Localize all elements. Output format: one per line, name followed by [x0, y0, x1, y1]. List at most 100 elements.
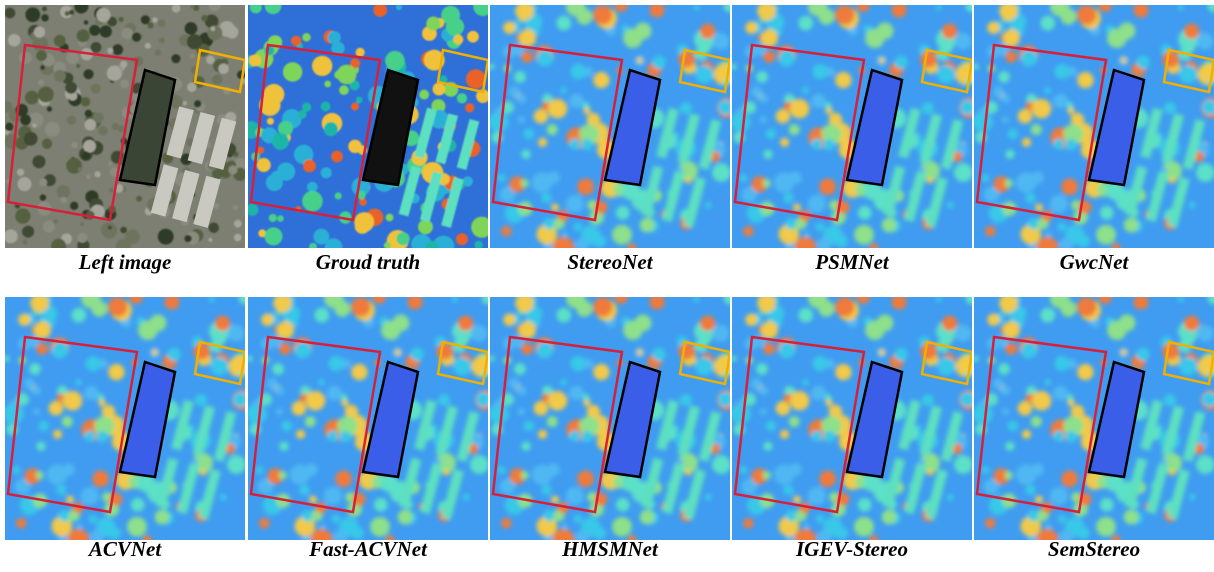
- blob: [1008, 421, 1019, 432]
- blob: [947, 202, 954, 209]
- figure: Left imageGroud truthStereoNetPSMNetGwcN…: [0, 0, 1214, 572]
- blob: [298, 110, 307, 119]
- blob: [779, 342, 795, 358]
- blob: [811, 94, 825, 108]
- tree: [234, 234, 242, 242]
- blob: [811, 431, 822, 442]
- blob: [712, 455, 731, 474]
- tree: [67, 116, 76, 125]
- tree: [60, 197, 66, 203]
- blob: [999, 294, 1018, 313]
- blob: [418, 219, 433, 234]
- tree: [171, 54, 180, 63]
- blob: [517, 386, 526, 395]
- blob: [509, 86, 520, 97]
- panel-image: [0, 0, 247, 255]
- blob: [794, 237, 816, 259]
- blob: [313, 229, 329, 245]
- blob: [1021, 50, 1037, 66]
- tree: [42, 139, 52, 149]
- blob: [1169, 469, 1175, 475]
- blob: [503, 22, 515, 34]
- blob: [309, 496, 317, 504]
- blob: [521, 442, 530, 451]
- blob: [1040, 16, 1055, 31]
- blob: [302, 191, 323, 212]
- blob: [58, 510, 69, 521]
- panel-image: [730, 0, 979, 259]
- tree: [22, 239, 27, 244]
- blob: [503, 314, 515, 326]
- blob: [521, 343, 533, 355]
- blob: [793, 496, 801, 504]
- blob: [960, 100, 975, 115]
- blob: [920, 51, 937, 68]
- blob: [53, 430, 62, 439]
- blob: [756, 363, 768, 375]
- blob: [763, 343, 775, 355]
- blob: [678, 51, 695, 68]
- blob: [718, 100, 733, 115]
- blob: [993, 378, 1004, 389]
- blob: [167, 348, 180, 361]
- tree: [141, 15, 150, 24]
- blob: [1044, 87, 1051, 94]
- blob: [200, 469, 206, 475]
- blob: [328, 356, 343, 371]
- blob: [1005, 150, 1014, 159]
- panel-image: [3, 289, 252, 551]
- blob: [705, 494, 712, 501]
- blob: [458, 316, 473, 331]
- tree: [51, 239, 66, 254]
- blob: [547, 416, 558, 427]
- blob: [825, 394, 832, 401]
- blob: [759, 94, 768, 103]
- blob: [299, 485, 309, 495]
- blob: [227, 455, 246, 474]
- blob: [32, 386, 41, 395]
- blob: [108, 364, 124, 380]
- blob: [1031, 171, 1044, 184]
- blob: [570, 356, 585, 371]
- blob: [779, 50, 795, 66]
- blob: [1162, 343, 1179, 360]
- tree: [108, 226, 112, 230]
- blob: [574, 515, 583, 524]
- blob: [812, 64, 827, 79]
- blob: [816, 515, 825, 524]
- blob: [652, 348, 665, 361]
- blob: [1164, 394, 1176, 406]
- blob: [1003, 321, 1020, 338]
- blob: [927, 177, 933, 183]
- blob: [301, 510, 312, 521]
- tree: [5, 122, 14, 131]
- blob: [858, 498, 872, 512]
- blob: [305, 463, 318, 476]
- blob: [514, 71, 526, 83]
- blob: [130, 291, 143, 304]
- blob: [819, 179, 836, 196]
- blob: [314, 308, 329, 323]
- tree: [218, 63, 229, 74]
- blob: [1005, 343, 1017, 355]
- blob: [819, 471, 836, 488]
- blob: [433, 83, 446, 96]
- blob: [1189, 202, 1196, 209]
- tree: [119, 17, 124, 22]
- blob: [637, 57, 643, 63]
- panel-image: [730, 289, 979, 551]
- blob: [1077, 5, 1096, 24]
- tree: [206, 55, 215, 64]
- blob: [541, 193, 551, 203]
- blob: [335, 471, 352, 488]
- blob: [569, 431, 580, 442]
- blob: [1035, 496, 1043, 504]
- blob: [1053, 139, 1064, 150]
- blob: [534, 401, 549, 416]
- blob: [351, 297, 370, 316]
- blob: [518, 408, 525, 415]
- tree: [109, 188, 114, 193]
- blob: [1036, 237, 1058, 259]
- blob: [515, 294, 534, 313]
- blob: [678, 343, 695, 360]
